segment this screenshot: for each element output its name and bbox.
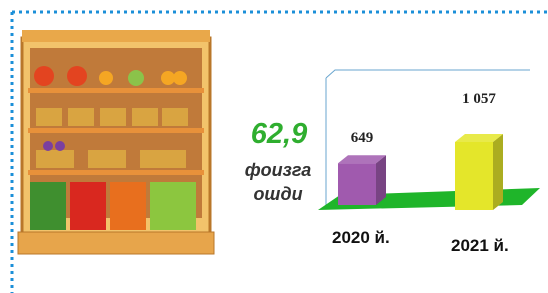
page: 62,9 фоизга ошди 649 2020 й. 1 057 2021 й. — [0, 0, 548, 293]
annotation-value: 62,9 — [236, 118, 322, 151]
annotation-text: ошди — [232, 184, 324, 205]
x-tick-label: 2020 й. — [332, 228, 390, 248]
x-tick-label: 2021 й. — [451, 236, 509, 256]
bar — [455, 142, 493, 210]
value-label: 1 057 — [462, 90, 496, 109]
bar-side — [376, 155, 386, 205]
value-label: 649 — [345, 129, 379, 148]
annotation-text: фоизга — [232, 160, 324, 181]
bar — [338, 163, 376, 205]
shelf-illustration — [18, 30, 214, 254]
bar-side — [493, 134, 503, 210]
